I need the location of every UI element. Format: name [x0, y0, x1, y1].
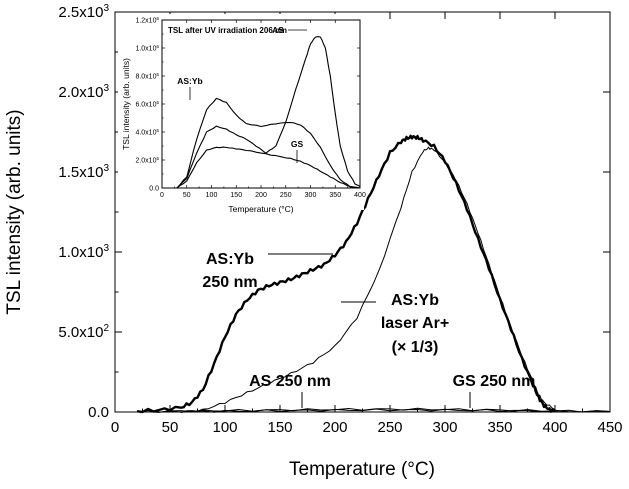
inset-x-tick-label-50: 50 — [183, 192, 191, 199]
inset-annotation-as: AS — [272, 25, 307, 35]
inset-series-gs — [176, 146, 361, 189]
inset-x-tick-label-300: 300 — [305, 192, 317, 199]
main-x-tick-label-300: 300 — [432, 419, 457, 436]
annotation-asyb-laser-line2: laser Ar+ — [381, 315, 449, 332]
annotation-asyb-laser-line1: AS:Yb — [391, 292, 439, 309]
main-y-tick-label-3: 1.5x103 — [58, 163, 109, 181]
inset-x-axis-label: Temperature (°C) — [228, 204, 293, 214]
main-series-group — [136, 134, 611, 414]
main-x-tick-label-350: 350 — [487, 419, 512, 436]
main-series-as-yb-250-nm — [136, 134, 556, 414]
main-x-tick-label-250: 250 — [377, 419, 402, 436]
annotation-as-250nm-text: AS 250 nm — [249, 373, 331, 390]
annotation-as-250nm: AS 250 nm — [249, 373, 331, 408]
inset-annotation-asyb-text: AS:Yb — [177, 76, 203, 86]
inset-x-tick-label-400: 400 — [354, 192, 366, 199]
annotation-asyb-250nm-line1: AS:Yb — [206, 251, 254, 268]
inset-background — [118, 14, 364, 210]
inset-y-tick-label-4: 8.0x105 — [135, 72, 159, 81]
inset-x-tick-label-100: 100 — [206, 192, 218, 199]
annotation-asyb-250nm: AS:Yb 250 nm — [202, 251, 333, 291]
inset-axis-ticks: 0 50 100 150 200 250 300 350 400 0.0 2.0x105 4.0x10… — [135, 16, 365, 199]
inset-annotation-as-text: AS — [272, 25, 284, 35]
inset-y-axis-label: TSL intensity (arb. units) — [121, 58, 131, 150]
main-x-tick-label-50: 50 — [162, 419, 179, 436]
inset-y-tick-label-6: 1.2x106 — [135, 16, 159, 25]
main-x-tick-label-450: 450 — [597, 419, 622, 436]
inset-y-tick-label-2: 4.0x105 — [135, 128, 159, 137]
inset-annotation-gs: GS — [291, 139, 304, 163]
main-x-tick-label-100: 100 — [212, 419, 237, 436]
main-y-tick-label-5: 2.5x103 — [58, 3, 109, 21]
inset-series-as — [176, 36, 361, 189]
main-y-tick-label-1: 5.0x102 — [58, 323, 109, 341]
inset-y-tick-label-5: 1.0x106 — [135, 44, 159, 53]
inset-annotation-asyb: AS:Yb — [177, 76, 203, 100]
inset-x-tick-label-150: 150 — [230, 192, 242, 199]
main-series-gs-250-nm — [136, 408, 611, 413]
inset-x-tick-label-250: 250 — [280, 192, 292, 199]
main-x-tick-label-400: 400 — [542, 419, 567, 436]
inset-y-tick-label-0: 0.0 — [149, 186, 159, 193]
inset-y-tick-label-3: 6.0x105 — [135, 100, 159, 109]
main-y-tick-label-2: 1.0x103 — [58, 243, 109, 261]
main-x-tick-label-0: 0 — [111, 419, 119, 436]
inset-x-tick-label-0: 0 — [160, 192, 164, 199]
main-y-axis-label: TSL intensity (arb. units) — [4, 109, 25, 314]
main-y-tick-label-0: 0.0 — [88, 404, 109, 421]
main-x-axis-label: Temperature (°C) — [289, 459, 435, 480]
inset-x-tick-label-350: 350 — [329, 192, 341, 199]
main-series-as-yb-laser-ar-1-3 — [180, 146, 556, 414]
inset-y-tick-label-1: 2.0x105 — [135, 156, 159, 165]
annotation-asyb-laser-line3: (× 1/3) — [392, 339, 439, 356]
main-x-tick-label-200: 200 — [322, 419, 347, 436]
inset-series-group — [176, 36, 361, 189]
main-axis-ticks: 0 50 100 150 200 250 300 350 400 450 0.0 5.0x102 1.0… — [58, 3, 622, 436]
inset-annotation-gs-text: GS — [291, 139, 304, 149]
inset-x-tick-label-200: 200 — [255, 192, 267, 199]
annotation-gs-250nm: GS 250 nm — [453, 373, 536, 408]
inset-title: TSL after UV irradiation 206 nm — [168, 26, 287, 35]
annotation-asyb-250nm-line2: 250 nm — [202, 274, 257, 291]
main-x-tick-label-150: 150 — [267, 419, 292, 436]
annotation-gs-250nm-text: GS 250 nm — [453, 373, 536, 390]
inset-series-as-yb — [176, 97, 361, 189]
annotation-asyb-laser: AS:Yb laser Ar+ (× 1/3) — [341, 292, 449, 356]
main-y-tick-label-4: 2.0x103 — [58, 83, 109, 101]
